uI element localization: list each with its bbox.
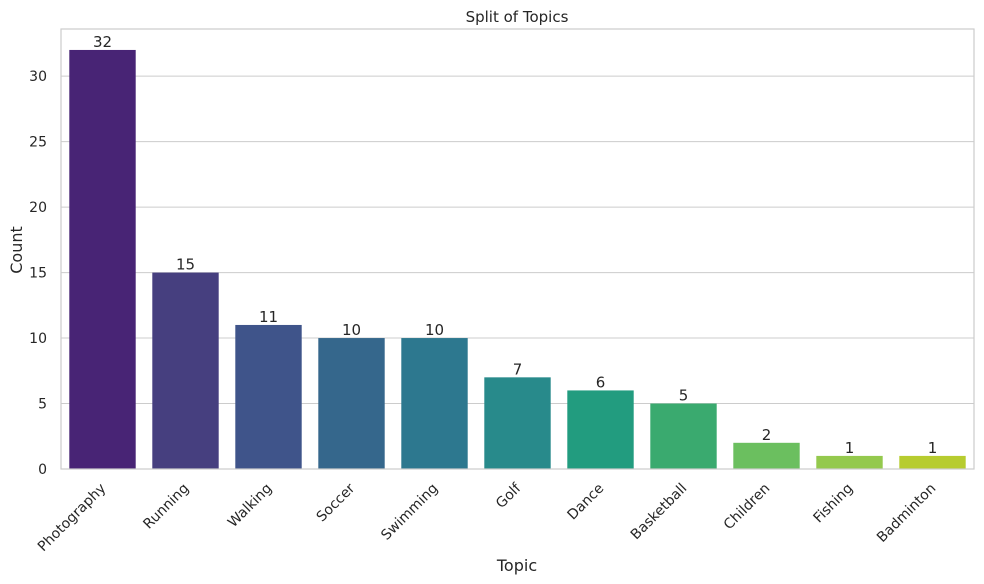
data-label: 32 [93, 33, 112, 51]
x-tick-label: Dance [565, 481, 608, 524]
y-tick-label: 10 [29, 331, 47, 347]
plot-frame [60, 28, 975, 470]
bar [816, 455, 883, 469]
x-tick-label: Walking [225, 481, 275, 531]
chart-title: Split of Topics [466, 8, 569, 26]
data-label: 1 [928, 439, 938, 457]
y-axis-title: Count [7, 226, 26, 274]
x-tick-label: Golf [493, 480, 525, 512]
y-tick-label: 0 [38, 462, 47, 478]
data-label: 10 [342, 321, 361, 339]
data-label: 5 [679, 387, 689, 405]
y-axis-ticks: 0 5 10 15 20 25 30 [29, 69, 47, 478]
bar [69, 49, 136, 469]
y-tick-label: 25 [29, 135, 47, 151]
bar [899, 455, 966, 469]
y-tick-label: 15 [29, 266, 47, 282]
data-label: 15 [176, 256, 195, 274]
bar [235, 324, 302, 469]
x-tick-label: Badminton [874, 481, 939, 546]
data-label: 10 [425, 321, 444, 339]
bar [484, 377, 551, 469]
data-label: 11 [259, 308, 278, 326]
data-label: 7 [513, 360, 523, 378]
x-tick-label: Swimming [378, 481, 441, 544]
x-tick-label: Photography [35, 481, 109, 555]
bar [567, 390, 634, 469]
x-tick-label: Fishing [811, 481, 857, 527]
bar [401, 338, 468, 469]
data-label: 1 [845, 439, 855, 457]
x-tick-label: Soccer [314, 480, 359, 525]
y-tick-label: 5 [38, 397, 47, 413]
data-label: 6 [596, 373, 606, 391]
bar [650, 403, 717, 469]
bar [318, 338, 385, 469]
x-tick-label: Running [140, 481, 192, 533]
bar [152, 272, 219, 469]
bars [69, 49, 966, 469]
x-axis-title: Topic [496, 556, 537, 575]
y-tick-label: 20 [29, 200, 47, 216]
x-tick-label: Children [721, 481, 774, 534]
y-tick-label: 30 [29, 69, 47, 85]
x-tick-label: Basketball [628, 481, 691, 544]
bar [733, 442, 800, 469]
data-label: 2 [762, 426, 772, 444]
x-axis-ticks: Photography Running Walking Soccer Swimming G… [35, 480, 939, 555]
